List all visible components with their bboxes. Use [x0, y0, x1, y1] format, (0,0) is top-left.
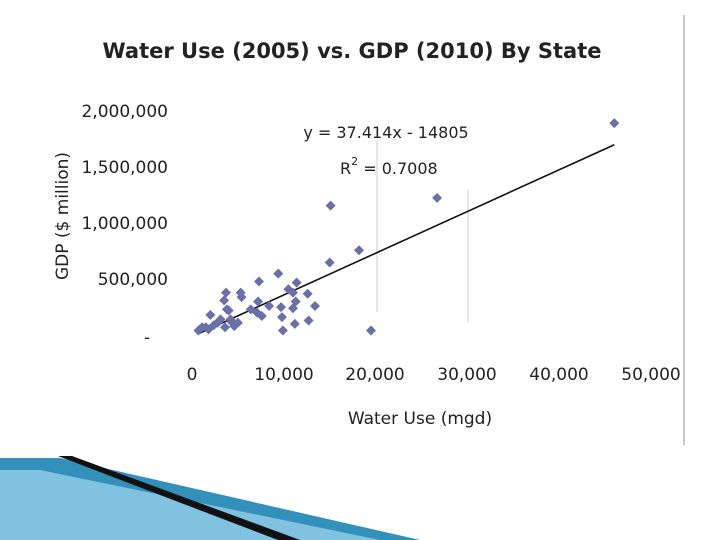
data-point — [287, 303, 298, 314]
r-squared-prefix: R — [340, 159, 351, 178]
data-point — [236, 292, 247, 303]
x-tick-label: 40,000 — [529, 365, 588, 385]
data-point — [289, 318, 300, 329]
data-point — [223, 305, 234, 316]
corner-swoosh-dark — [58, 456, 300, 540]
trendline — [198, 144, 615, 335]
data-point — [253, 296, 264, 307]
r-squared-superscript: 2 — [351, 155, 358, 168]
data-point — [219, 295, 230, 306]
data-point — [273, 268, 284, 279]
data-point — [354, 245, 365, 256]
data-point — [291, 277, 302, 288]
r-squared-label: R2 = 0.7008 — [340, 155, 438, 178]
data-point — [276, 302, 287, 313]
data-point — [324, 257, 335, 268]
data-point — [205, 309, 216, 320]
data-point — [209, 319, 220, 330]
data-point — [366, 325, 377, 336]
y-tick-label: 500,000 — [98, 270, 168, 290]
data-point — [254, 276, 265, 287]
x-tick-label: 30,000 — [437, 365, 496, 385]
data-point — [303, 315, 314, 326]
data-point — [245, 304, 256, 315]
x-tick-label: 10,000 — [254, 365, 313, 385]
x-tick-label: 50,000 — [621, 365, 680, 385]
data-point — [277, 325, 288, 336]
data-point — [225, 314, 236, 325]
r-squared-value: = 0.7008 — [358, 159, 438, 178]
data-point — [256, 311, 267, 322]
y-tick-label: 2,000,000 — [81, 102, 168, 122]
data-points — [193, 118, 620, 336]
data-point — [287, 287, 298, 298]
data-point — [325, 200, 336, 211]
data-point — [276, 312, 287, 323]
y-axis-label: GDP ($ million) — [53, 152, 73, 280]
data-point — [609, 118, 620, 129]
data-point — [229, 321, 240, 332]
x-tick-label: 20,000 — [345, 365, 404, 385]
y-tick-label: - — [144, 328, 150, 348]
x-tick-label: 0 — [187, 365, 198, 385]
data-point — [264, 301, 275, 312]
data-point — [193, 325, 204, 336]
x-axis-label: Water Use (mgd) — [348, 409, 492, 429]
data-point — [302, 288, 313, 299]
chart-title: Water Use (2005) vs. GDP (2010) By State — [102, 39, 601, 63]
data-point — [310, 301, 321, 312]
data-point — [432, 192, 443, 203]
trendline-equation: y = 37.414x - 14805 — [303, 123, 468, 142]
data-point — [220, 287, 231, 298]
y-tick-label: 1,000,000 — [81, 214, 168, 234]
data-point — [220, 322, 231, 333]
y-tick-label: 1,500,000 — [81, 158, 168, 178]
